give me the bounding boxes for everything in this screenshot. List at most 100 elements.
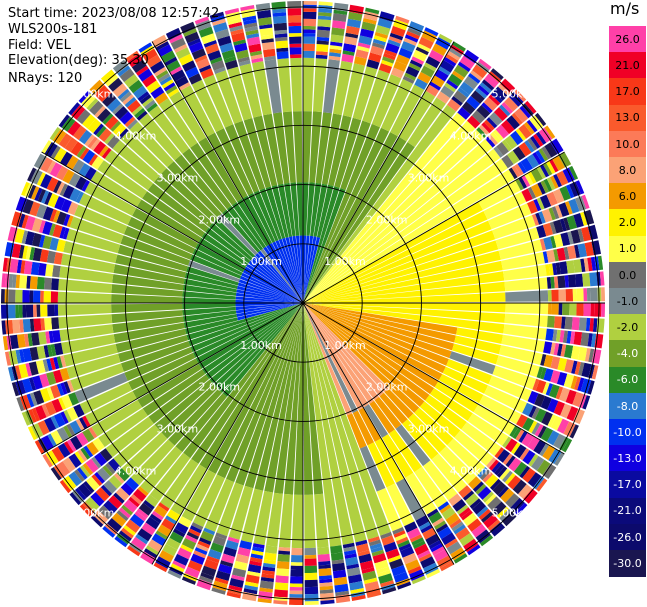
velocity-bin: [572, 391, 584, 407]
velocity-bin: [69, 492, 82, 506]
velocity-bin: [237, 282, 303, 303]
velocity-bin: [430, 75, 445, 88]
azimuth-spokes: [1, 1, 605, 605]
velocity-bin: [303, 292, 506, 303]
velocity-bin: [310, 182, 322, 237]
velocity-bin: [46, 371, 57, 386]
velocity-bin: [64, 137, 78, 153]
velocity-bin: [303, 211, 488, 303]
velocity-bin: [44, 317, 53, 331]
velocity-bin: [153, 175, 213, 227]
velocity-bin: [370, 546, 384, 554]
velocity-bin: [185, 317, 238, 335]
velocity-bin: [542, 382, 550, 395]
velocity-bin: [303, 260, 503, 303]
colorbar-tick: -4.0: [609, 340, 646, 368]
velocity-bin: [513, 444, 527, 459]
velocity-bin: [295, 235, 303, 303]
velocity-bin: [511, 165, 521, 178]
velocity-bin: [303, 136, 407, 303]
velocity-bin: [289, 586, 303, 591]
velocity-bin: [552, 263, 558, 276]
velocity-bin: [526, 119, 538, 133]
velocity-bin: [30, 261, 40, 276]
velocity-bin: [163, 82, 176, 92]
velocity-bin: [25, 304, 34, 318]
velocity-bin: [43, 345, 50, 358]
velocity-bin: [187, 38, 201, 47]
velocity-bin: [564, 316, 573, 330]
velocity-bin: [199, 64, 212, 73]
velocity-bin: [97, 87, 112, 102]
velocity-bin: [342, 63, 365, 118]
velocity-bin: [562, 303, 570, 316]
velocity-bin: [359, 445, 386, 492]
velocity-bin: [388, 429, 422, 473]
velocity-bin: [154, 379, 214, 432]
velocity-bin: [522, 468, 536, 483]
velocity-bin: [371, 549, 385, 557]
velocity-bin: [548, 207, 556, 221]
velocity-bin: [185, 66, 199, 79]
velocity-bin: [387, 39, 401, 47]
velocity-bin: [423, 460, 458, 501]
velocity-bin: [174, 44, 188, 53]
velocity-bin: [198, 137, 242, 202]
ring-label: 4.00km: [115, 130, 157, 143]
velocity-bin: [251, 550, 264, 556]
velocity-bin: [289, 583, 303, 588]
velocity-bin: [415, 46, 429, 56]
velocity-bin: [581, 226, 592, 242]
velocity-bin: [142, 191, 205, 238]
velocity-bin: [194, 16, 209, 25]
velocity-bin: [170, 464, 208, 516]
velocity-bin: [121, 527, 134, 539]
velocity-bin: [181, 576, 196, 585]
velocity-bin: [523, 488, 538, 504]
velocity-bin: [455, 527, 471, 541]
velocity-bin: [418, 36, 434, 49]
velocity-bin: [303, 303, 439, 388]
azimuth-spoke: [302, 41, 455, 304]
velocity-bin: [25, 363, 32, 377]
velocity-bin: [284, 182, 296, 237]
velocity-bin: [255, 253, 303, 303]
velocity-bin: [331, 559, 345, 565]
velocity-bin: [454, 430, 494, 466]
velocity-bin: [243, 22, 258, 29]
velocity-bin: [253, 490, 273, 546]
velocity-bin: [417, 43, 431, 53]
velocity-bin: [559, 185, 571, 201]
velocity-bin: [468, 476, 482, 490]
velocity-bin: [303, 250, 501, 303]
velocity-bin: [135, 65, 149, 76]
velocity-bin: [75, 418, 85, 431]
velocity-bin: [241, 272, 303, 303]
ring-label: 3.00km: [408, 171, 450, 184]
velocity-bin: [501, 102, 514, 114]
velocity-bin: [228, 485, 254, 540]
velocity-bin: [272, 15, 287, 24]
velocity-bin: [157, 73, 171, 83]
velocity-bin: [29, 318, 35, 332]
velocity-bin: [237, 56, 250, 63]
velocity-bin: [115, 328, 187, 353]
velocity-bin: [138, 42, 153, 53]
velocity-bin: [121, 432, 168, 477]
velocity-bin: [304, 554, 317, 559]
velocity-bin: [597, 255, 604, 270]
velocity-bin: [90, 138, 101, 151]
velocity-bin: [303, 303, 384, 397]
velocity-bin: [467, 544, 481, 556]
velocity-bin: [560, 403, 572, 419]
velocity-bin: [145, 545, 160, 556]
velocity-bin: [540, 395, 552, 410]
velocity-bin: [211, 587, 226, 595]
velocity-bin: [262, 566, 276, 572]
velocity-bin: [290, 54, 302, 59]
velocity-bin: [498, 239, 543, 260]
velocity-bin: [306, 182, 315, 236]
velocity-bin: [518, 124, 532, 139]
velocity-bin: [560, 232, 571, 246]
velocity-bin: [46, 160, 56, 174]
